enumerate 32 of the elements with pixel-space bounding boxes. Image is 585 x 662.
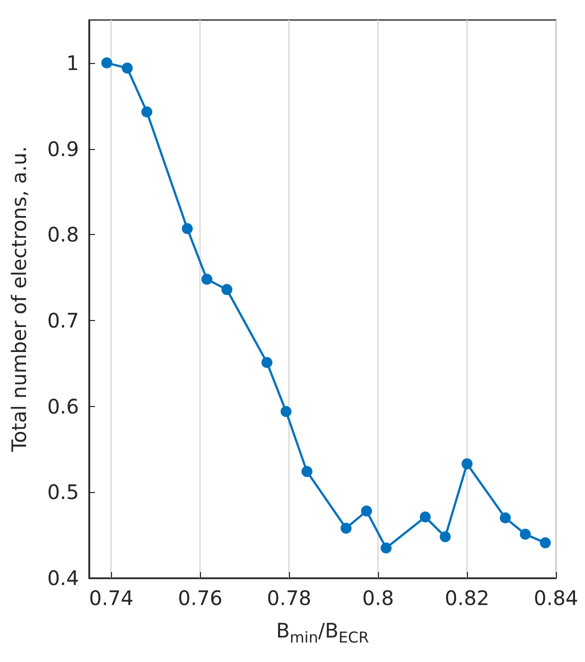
x-tick-label: 0.82	[444, 586, 490, 610]
y-tick-label: 0.9	[47, 136, 79, 161]
point	[301, 466, 312, 478]
point	[280, 406, 292, 417]
point	[361, 506, 372, 517]
y-tick-label: 1	[66, 50, 79, 75]
y-tick-label: 0.7	[47, 308, 79, 332]
x-tick-label: 0.76	[178, 586, 222, 610]
point	[141, 106, 152, 118]
x-tick-label: 0.74	[88, 586, 134, 610]
point	[380, 542, 392, 554]
y-axis-title: Total number of electrons, a.u.	[7, 146, 31, 453]
point	[462, 458, 473, 470]
point	[101, 57, 112, 68]
point	[440, 531, 451, 542]
x-tick-label: 0.78	[266, 586, 312, 610]
point	[520, 528, 531, 540]
y-tick-label: 0.4	[47, 566, 79, 590]
x-tick-label: 0.8	[362, 586, 394, 610]
point	[201, 274, 212, 285]
y-tick-label: 0.6	[47, 394, 79, 418]
point	[182, 223, 193, 234]
y-tick-label: 0.8	[47, 222, 79, 247]
y-tick-label: 0.5	[47, 480, 79, 504]
point	[420, 512, 431, 523]
point	[500, 512, 511, 524]
point	[340, 522, 352, 534]
point	[540, 537, 551, 548]
x-tick-label: 0.84	[534, 586, 578, 610]
point	[221, 284, 232, 296]
point	[261, 357, 272, 368]
point	[122, 62, 133, 74]
